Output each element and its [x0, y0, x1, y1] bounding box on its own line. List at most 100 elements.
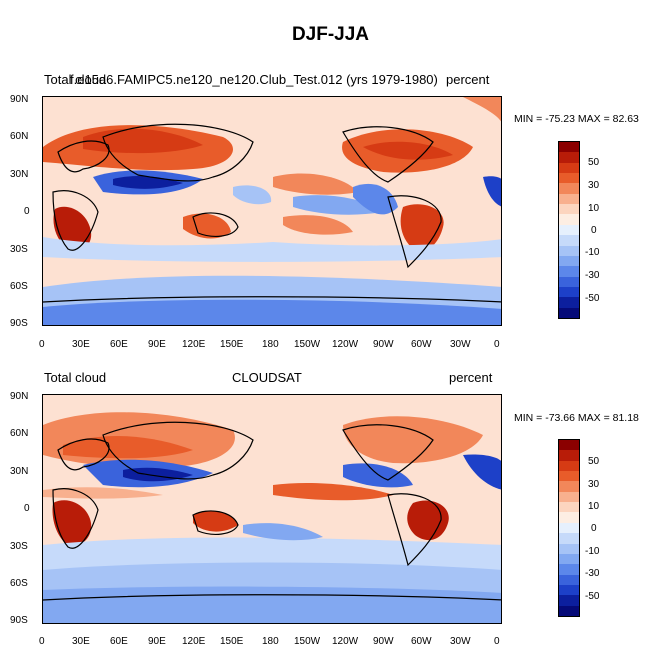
colorbar-swatch [559, 214, 579, 225]
colorbar-swatch [559, 543, 579, 554]
colorbar-label: -50 [585, 591, 600, 602]
colorbar-swatch [559, 286, 579, 298]
lon-tick: 180 [262, 339, 279, 350]
colorbar-swatch [559, 564, 579, 575]
colorbar-swatch [559, 450, 579, 461]
figure-title: DJF-JJA [291, 24, 370, 45]
lon-tick: 30W [450, 636, 471, 647]
panel-left-label: Total cloud [44, 370, 107, 385]
colorbar-label: -30 [585, 270, 600, 281]
map-cloudsat-field [43, 412, 501, 623]
lon-tick: 150E [220, 636, 244, 647]
colorbar-swatch [559, 502, 579, 513]
colorbar-swatch [559, 183, 579, 194]
colorbar-label: -50 [585, 293, 600, 304]
colorbar-swatch [559, 584, 579, 596]
panel-right-label: percent [446, 72, 490, 87]
colorbar-swatch [559, 297, 579, 308]
panel-center-label: f.e15a6.FAMIPC5.ne120_ne120.Club_Test.01… [70, 72, 438, 87]
stats-min-max: MIN = -73.66 MAX = 81.18 [514, 412, 639, 424]
colorbar-label: 0 [591, 225, 597, 236]
panel-center-label: CLOUDSAT [232, 370, 302, 385]
colorbar-swatch [559, 276, 579, 287]
colorbar-swatch [559, 574, 579, 585]
colorbar-swatch [559, 440, 579, 451]
lon-tick: 0 [39, 636, 45, 647]
lat-tick: 0 [24, 503, 30, 514]
colorbar-swatch [559, 533, 579, 544]
lat-tick: 90S [10, 318, 28, 329]
lon-tick: 60E [110, 636, 128, 647]
colorbar-swatch [559, 152, 579, 163]
colorbar-label: 30 [588, 180, 600, 191]
lat-tick: 30N [10, 169, 29, 180]
colorbar-swatch [559, 605, 579, 616]
colorbar-swatch [559, 255, 579, 267]
lon-tick: 120W [332, 636, 359, 647]
lon-tick: 120E [182, 636, 206, 647]
colorbar-swatch [559, 224, 579, 236]
colorbar-swatch [559, 204, 579, 215]
colorbar [558, 141, 580, 319]
colorbar-label: -10 [585, 546, 600, 557]
colorbar-label: 30 [588, 479, 600, 490]
lat-tick: 60N [10, 428, 29, 439]
lat-tick: 90N [10, 94, 29, 105]
colorbar-swatch [559, 512, 579, 523]
colorbar-swatch [559, 460, 579, 472]
lon-tick: 0 [39, 339, 45, 350]
colorbar-swatch [559, 491, 579, 503]
lat-tick: 30S [10, 541, 28, 552]
colorbar-label: 10 [588, 501, 600, 512]
lon-tick: 150E [220, 339, 244, 350]
lon-tick: 30E [72, 636, 90, 647]
lon-tick: 30W [450, 339, 471, 350]
lon-tick: 150W [294, 339, 321, 350]
colorbar-swatch [559, 471, 579, 482]
lon-tick: 30E [72, 339, 90, 350]
lat-tick: 60N [10, 131, 29, 142]
lon-tick: 120E [182, 339, 206, 350]
lat-tick: 90N [10, 391, 29, 402]
lat-tick: 60S [10, 281, 28, 292]
colorbar-swatch [559, 553, 579, 565]
map-model-field [43, 97, 501, 325]
lon-tick: 120W [332, 339, 359, 350]
map-model-diff [42, 96, 502, 326]
colorbar-swatch [559, 162, 579, 174]
lat-tick: 30S [10, 244, 28, 255]
panel-right-label: percent [449, 370, 493, 385]
colorbar-label: 50 [588, 157, 600, 168]
colorbar-swatch [559, 235, 579, 246]
lon-tick: 150W [294, 636, 321, 647]
lon-tick: 60E [110, 339, 128, 350]
lon-tick: 180 [262, 636, 279, 647]
lat-tick: 0 [24, 206, 30, 217]
lon-tick: 90E [148, 339, 166, 350]
map-cloudsat-diff [42, 394, 502, 624]
colorbar [558, 439, 580, 617]
lon-tick: 60W [411, 339, 432, 350]
lat-tick: 30N [10, 466, 29, 477]
colorbar-swatch [559, 173, 579, 184]
colorbar-swatch [559, 522, 579, 534]
lon-tick: 90W [373, 339, 394, 350]
lon-tick: 0 [494, 339, 500, 350]
lon-tick: 60W [411, 636, 432, 647]
colorbar-swatch [559, 595, 579, 606]
colorbar-swatch [559, 266, 579, 277]
panel-left-label: Total cloud [44, 72, 107, 87]
lon-tick: 90E [148, 636, 166, 647]
colorbar-label: -10 [585, 247, 600, 258]
lon-tick: 0 [494, 636, 500, 647]
colorbar-label: 10 [588, 203, 600, 214]
stats-min-max: MIN = -75.23 MAX = 82.63 [514, 113, 639, 125]
lat-tick: 90S [10, 615, 28, 626]
colorbar-label: -30 [585, 568, 600, 579]
colorbar-label: 0 [591, 523, 597, 534]
colorbar-swatch [559, 245, 579, 256]
colorbar-swatch [559, 193, 579, 205]
lat-tick: 60S [10, 578, 28, 589]
colorbar-label: 50 [588, 456, 600, 467]
colorbar-swatch [559, 142, 579, 153]
